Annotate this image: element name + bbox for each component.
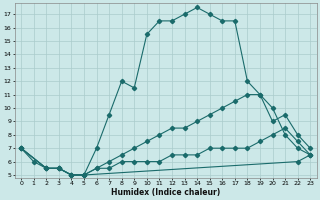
X-axis label: Humidex (Indice chaleur): Humidex (Indice chaleur) bbox=[111, 188, 220, 197]
